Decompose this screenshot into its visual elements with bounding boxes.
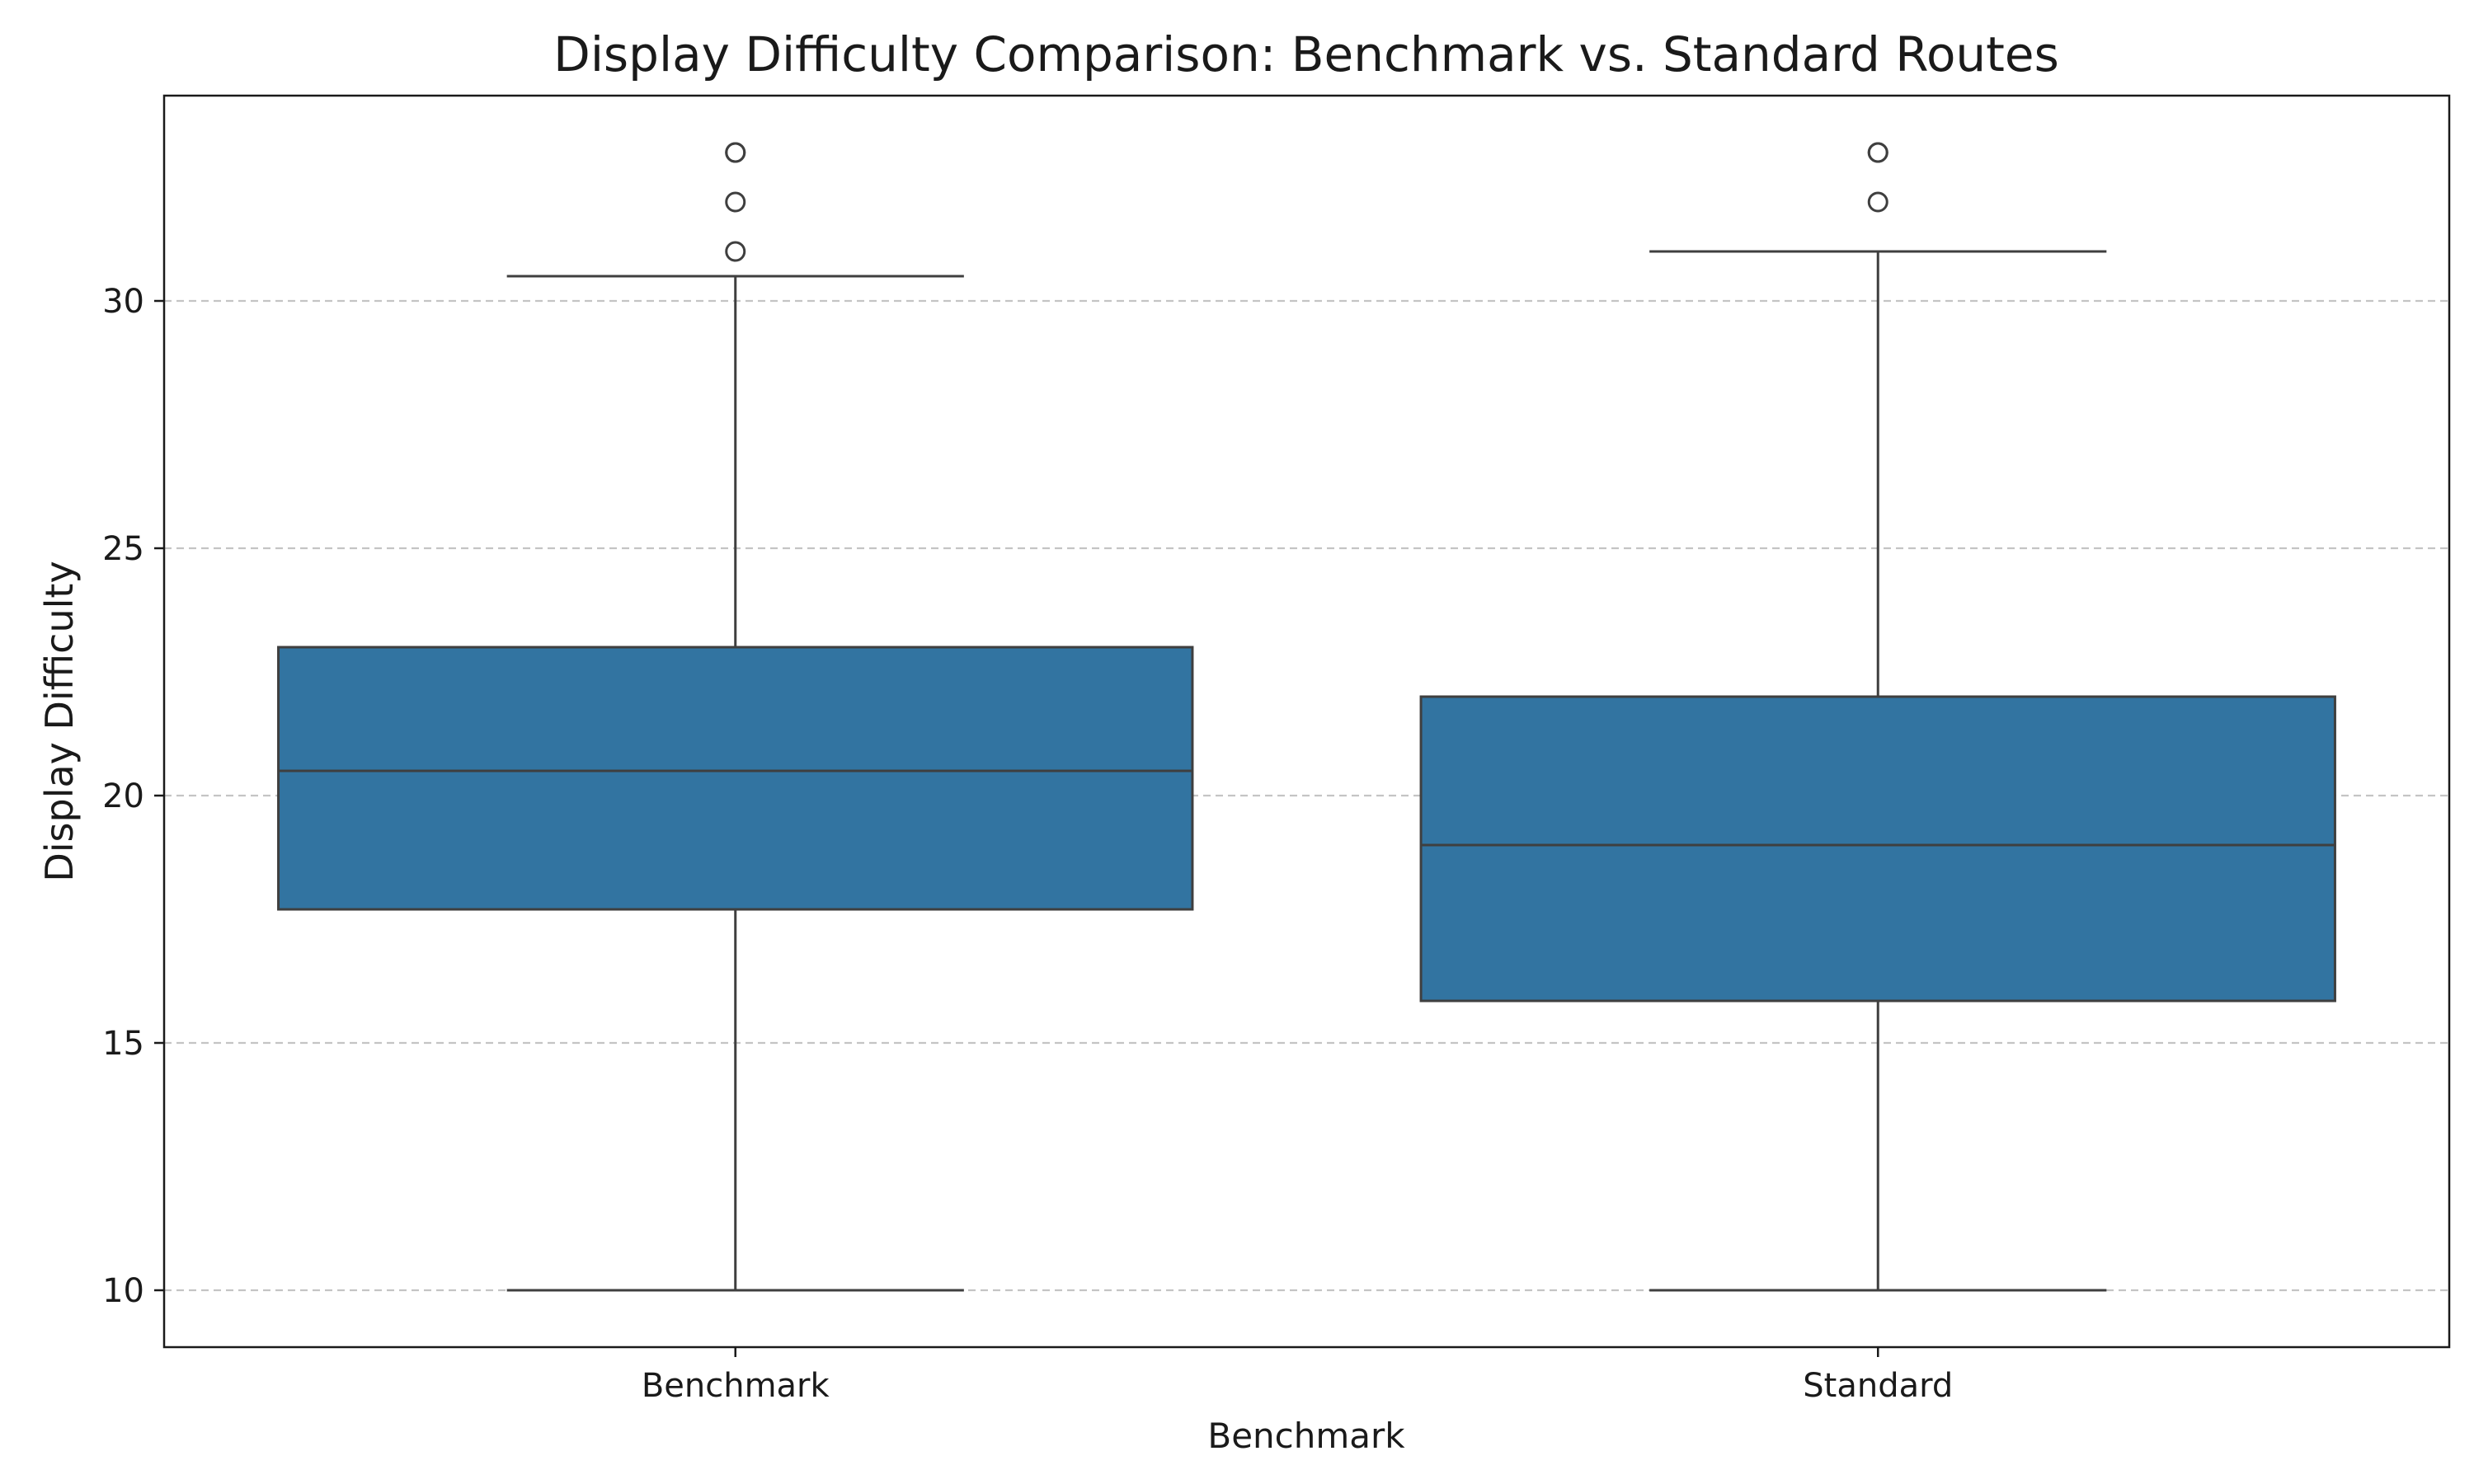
chart-title: Display Difficulty Comparison: Benchmark… bbox=[553, 26, 2059, 82]
grid-lines bbox=[164, 299, 2449, 1292]
iqr-box bbox=[277, 646, 1194, 911]
y-tick-label: 10 bbox=[102, 1272, 144, 1310]
x-tick-label: Standard bbox=[1803, 1367, 1953, 1405]
outlier-point bbox=[725, 191, 746, 213]
y-tick-label: 25 bbox=[102, 530, 144, 568]
box-group-standard bbox=[1419, 142, 2336, 1292]
y-tick-label: 15 bbox=[102, 1025, 144, 1063]
box-group-benchmark bbox=[277, 142, 1194, 1292]
box-plot-series bbox=[277, 142, 2336, 1292]
y-tick-label: 20 bbox=[102, 777, 144, 815]
outlier-point bbox=[1867, 142, 1888, 163]
plot-area-frame bbox=[162, 94, 2451, 1349]
outlier-point bbox=[1867, 191, 1888, 213]
outlier-point bbox=[725, 241, 746, 262]
y-axis-label: Display Difficulty bbox=[37, 561, 82, 881]
x-tick-label: Benchmark bbox=[642, 1367, 830, 1405]
iqr-box bbox=[1419, 695, 2336, 1003]
x-axis-label: Benchmark bbox=[1207, 1416, 1405, 1456]
outlier-point bbox=[725, 142, 746, 163]
axis-ticks: 10 15 20 25 30 Benchmark Standard bbox=[102, 283, 1953, 1405]
y-tick-label: 30 bbox=[102, 283, 144, 321]
